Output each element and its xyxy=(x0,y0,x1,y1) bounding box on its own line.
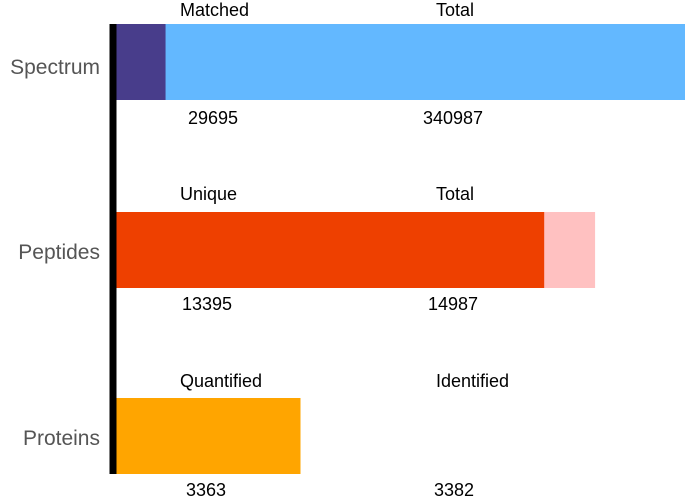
peptides-unique-bar xyxy=(116,212,545,288)
labels-layer: Spectrum Matched Total 29695 340987 Peptides U… xyxy=(10,0,509,496)
bars-layer xyxy=(116,24,685,474)
proteins-outer-header: Identified xyxy=(436,371,509,391)
spectrum-outer-header: Total xyxy=(436,0,474,20)
proteins-category-label: Proteins xyxy=(23,427,100,450)
proteins-inner-header: Quantified xyxy=(180,371,262,391)
peptides-inner-value: 13395 xyxy=(182,294,232,314)
proteins-inner-value: 3363 xyxy=(186,480,226,496)
proteins-outer-value: 3382 xyxy=(434,480,474,496)
proteins-quantified-bar xyxy=(116,398,300,474)
spectrum-matched-bar xyxy=(116,24,166,100)
peptides-inner-header: Unique xyxy=(180,184,237,204)
spectrum-category-label: Spectrum xyxy=(10,56,100,79)
peptides-category-label: Peptides xyxy=(18,241,100,264)
spectrum-inner-header: Matched xyxy=(180,0,249,20)
spectrum-total-bar xyxy=(116,24,685,100)
peptides-outer-value: 14987 xyxy=(428,294,478,314)
spectrum-outer-value: 340987 xyxy=(423,108,483,128)
spectrum-inner-value: 29695 xyxy=(188,108,238,128)
peptides-outer-header: Total xyxy=(436,184,474,204)
